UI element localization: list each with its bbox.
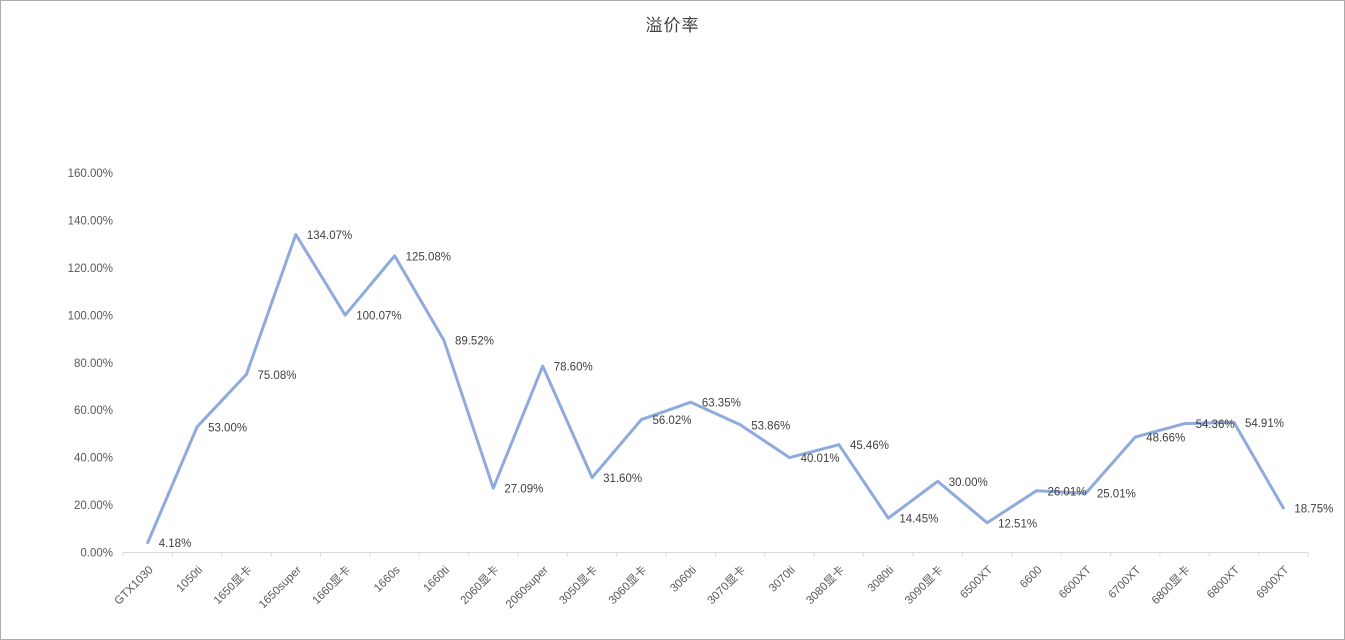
data-label: 56.02% — [652, 415, 691, 427]
x-axis-category-label: 6600 — [1018, 564, 1045, 591]
chart-title: 溢价率 — [645, 16, 700, 35]
x-axis-category-label: GTX1030 — [113, 564, 156, 607]
x-axis-category-label: 2060super — [504, 564, 551, 611]
y-axis-label: 60.00% — [74, 405, 113, 417]
data-label: 134.07% — [307, 230, 352, 242]
data-label: 89.52% — [455, 336, 494, 348]
data-label: 53.00% — [208, 422, 247, 434]
y-axis-label: 0.00% — [80, 548, 113, 560]
data-label: 125.08% — [406, 251, 451, 263]
y-axis-label: 40.00% — [74, 453, 113, 465]
x-axis-category-label: 6700XT — [1106, 564, 1143, 601]
data-label: 63.35% — [702, 398, 741, 410]
x-axis-category-label: 6800显卡 — [1149, 563, 1193, 607]
x-axis-category-label: 3060显卡 — [606, 563, 650, 607]
data-label: 75.08% — [257, 370, 296, 382]
data-label: 40.01% — [801, 453, 840, 465]
x-axis-category-label: 3080ti — [866, 564, 897, 595]
x-axis-category-label: 6600XT — [1057, 564, 1094, 601]
data-label: 18.75% — [1294, 504, 1333, 516]
x-axis-category-label: 6800XT — [1205, 564, 1242, 601]
x-axis-category-label: 3080显卡 — [804, 563, 848, 607]
x-axis-category-label: 1650显卡 — [211, 563, 255, 607]
x-axis-category-label: 1660显卡 — [310, 563, 354, 607]
x-axis-category-label: 3060ti — [668, 564, 699, 595]
data-label: 78.60% — [554, 362, 593, 374]
x-axis-category-label: 3090显卡 — [902, 563, 946, 607]
data-label: 12.51% — [998, 518, 1037, 530]
data-label: 53.86% — [751, 420, 790, 432]
data-label: 48.66% — [1146, 433, 1185, 445]
x-axis-category-label: 3070ti — [767, 564, 798, 595]
data-label: 54.36% — [1196, 419, 1235, 431]
data-label: 100.07% — [356, 311, 401, 323]
data-label: 27.09% — [504, 484, 543, 496]
x-axis-category-label: 2060显卡 — [458, 563, 502, 607]
y-axis-label: 100.00% — [68, 310, 113, 322]
data-label: 45.46% — [850, 440, 889, 452]
data-label: 4.18% — [159, 538, 192, 550]
data-label: 14.45% — [899, 514, 938, 526]
y-axis-label: 20.00% — [74, 500, 113, 512]
data-label: 30.00% — [949, 477, 988, 489]
x-axis-category-label: 3050显卡 — [557, 563, 601, 607]
x-axis-category-label: 3070显卡 — [705, 563, 749, 607]
x-axis-category-label: 6900XT — [1254, 564, 1291, 601]
y-axis-label: 80.00% — [74, 358, 113, 370]
x-axis-category-label: 1650super — [257, 564, 304, 611]
x-axis-category-label: 1660ti — [421, 564, 452, 595]
x-axis-category-label: 6500XT — [958, 564, 995, 601]
data-label: 54.91% — [1245, 418, 1284, 430]
data-label: 31.60% — [603, 473, 642, 485]
premium-rate-series-line — [146, 233, 1285, 545]
y-axis-label: 140.00% — [68, 215, 113, 227]
x-axis-category-label: 1660s — [372, 564, 403, 595]
y-axis-label: 160.00% — [68, 168, 113, 180]
data-label: 25.01% — [1097, 489, 1136, 501]
data-label: 26.01% — [1047, 486, 1086, 498]
x-axis-category-label: 1050ti — [175, 564, 206, 595]
y-axis-label: 120.00% — [68, 263, 113, 275]
